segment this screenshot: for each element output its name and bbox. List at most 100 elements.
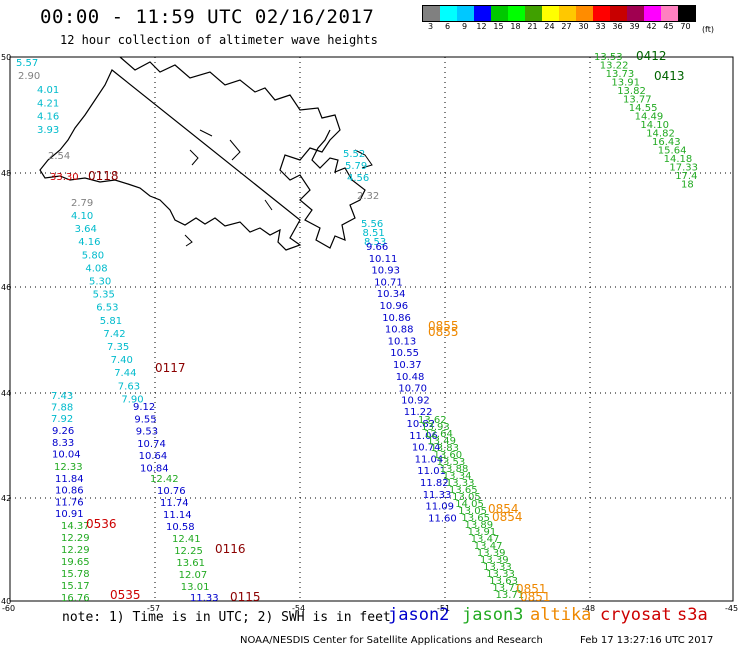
color-legend: 3 6 9 12 15 18 21 24 27 30 33 36 39 42 45 70 (ft) [422,5,714,34]
track-22: 13.6213.9312.6413.4913.8313.6013.5313.88… [418,415,524,601]
legend-swatch [627,6,644,21]
wave-height-value: 9.55 [134,414,156,425]
sat-altika: altika [530,605,592,625]
wave-height-value: 13.89 [465,520,494,531]
lat-label: 48 [1,169,11,178]
wave-height-value: 8.53 [364,237,386,248]
legend-swatch [661,6,678,21]
pass-time-label: 0413 [654,69,685,83]
wave-height-value: 11.60 [428,513,457,524]
track-19: 5.568.518.53 [361,219,386,248]
legend-swatch [423,6,440,21]
track-0: 5.57 [16,58,38,69]
wave-height-value: 8.33 [52,438,74,449]
wave-height-value: 11.06 [409,431,438,442]
wave-height-value: 10.70 [398,384,427,395]
wave-height-value: 13.22 [600,61,629,72]
newfoundland-coastline [39,56,366,251]
wave-height-value: 12.42 [150,474,179,485]
wave-height-value: 13.33 [486,569,515,580]
wave-height-value: 11.09 [425,502,454,513]
legend-swatch [542,6,559,21]
wave-height-value: 10.74 [137,439,166,450]
wave-height-value: 5.79 [345,161,367,172]
legend-swatch [457,6,474,21]
pass-time-label: 0855 [428,325,459,339]
wave-height-value: 15.64 [658,146,687,157]
lon-label: -48 [582,604,595,613]
wave-height-value: 7.40 [111,355,133,366]
coast-detail [184,129,373,247]
wave-height-value: 12.64 [424,429,453,440]
track-2: 4.01 4.21 4.16 3.93 [37,85,59,136]
lat-label: 40 [1,597,11,606]
legend-label: 3 [427,22,434,31]
track-13: 12.42 [150,474,179,485]
wave-height-value: 4.21 [37,98,59,109]
legend-swatch [559,6,576,21]
wave-height-value: 12.41 [172,534,201,545]
pass-time-label: 0115 [230,590,261,604]
legend-swatch [678,6,695,21]
legend-label: 30 [578,22,589,31]
wave-height-value: 16.43 [652,137,681,148]
legend-label: 18 [510,22,521,31]
wave-height-value: 14.37 [61,521,90,532]
wave-height-value: 14.10 [640,120,669,131]
wave-height-value: 13.83 [430,443,459,454]
wave-height-value: 10.84 [140,464,169,475]
wave-height-value: 2.54 [48,151,70,162]
legend-label: 45 [663,22,674,31]
legend-label: 15 [493,22,504,31]
wave-height-value: 12.25 [174,546,203,557]
wave-height-value: 9.53 [136,427,158,438]
wave-height-value: 13.53 [437,457,466,468]
wave-height-value: 11.33 [423,490,452,501]
wave-height-value: 10.91 [55,509,84,520]
wave-height-value: 2.90 [18,71,40,82]
pass-time-label: 0117 [155,361,186,375]
wave-height-value: 13.77 [623,95,652,106]
wave-height-value: 5.56 [361,219,383,230]
wave-height-value: 12.29 [61,545,90,556]
wave-height-value: 11.82 [420,478,449,489]
longitude-labels: -60 -57 -54 -51 -48 -45 [2,604,738,613]
wave-height-value: 14.82 [646,129,675,140]
wave-height-value: 7.88 [51,403,73,414]
wave-height-value: 11.33 [190,593,219,604]
wave-height-value: 33.30 [50,172,79,183]
wave-height-value: 10.34 [377,289,406,300]
wave-height-value: 3.93 [37,125,59,136]
wave-height-value: 13.82 [617,86,646,97]
wave-height-value: 13.62 [418,415,447,426]
wave-height-value: 5.30 [89,277,111,288]
wave-height-value: 4.56 [347,173,369,184]
wave-height-value: 4.01 [37,85,59,96]
legend-label: 6 [444,22,451,31]
wave-height-value: 10.58 [166,522,195,533]
wave-height-value: 11.14 [163,510,192,521]
wave-height-value: 5.52 [343,149,365,160]
wave-height-value: 10.76 [157,486,186,497]
wave-height-value: 11.76 [55,497,84,508]
wave-height-value: 10.96 [380,301,409,312]
legend-label: 70 [680,22,691,31]
track-17: 5.525.794.56 [343,149,369,184]
lat-label: 42 [1,494,11,503]
legend-label: 24 [544,22,555,31]
wave-height-value: 10.55 [390,348,419,359]
wave-height-value: 7.63 [118,381,140,392]
wave-height-value: 10.86 [55,486,84,497]
wave-height-value: 13.05 [458,506,487,517]
wave-height-value: 18 [681,180,694,191]
wave-height-value: 5.57 [16,58,38,69]
sat-jason2: jason2 [388,605,450,625]
wave-height-value: 11.01 [417,466,446,477]
wave-height-value: 15.17 [61,581,90,592]
legend-swatch [610,6,627,21]
wave-height-value: 15.78 [61,569,90,580]
